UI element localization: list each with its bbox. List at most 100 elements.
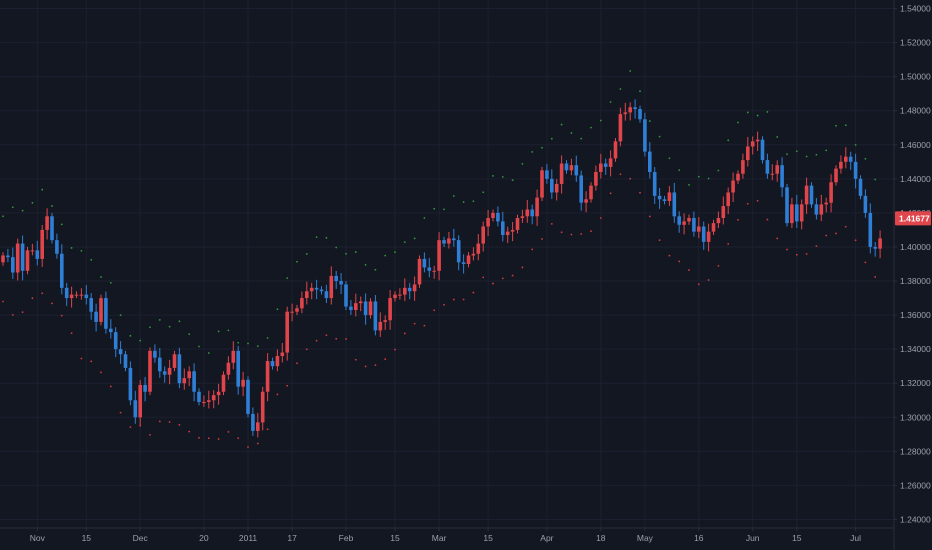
candle[interactable] — [785, 183, 789, 227]
candle[interactable] — [853, 153, 858, 189]
candle[interactable] — [515, 214, 520, 234]
candle[interactable] — [736, 170, 740, 184]
candle[interactable] — [809, 182, 814, 208]
candle[interactable] — [403, 278, 407, 302]
candle[interactable] — [417, 255, 422, 288]
candle[interactable] — [211, 390, 216, 409]
candle[interactable] — [711, 219, 716, 236]
candle[interactable] — [834, 165, 838, 186]
candle[interactable] — [158, 348, 162, 378]
candle[interactable] — [334, 270, 338, 290]
candle[interactable] — [89, 293, 93, 320]
candle[interactable] — [6, 249, 10, 263]
candle[interactable] — [270, 357, 275, 370]
candle[interactable] — [177, 347, 182, 389]
candle[interactable] — [863, 189, 868, 218]
candle[interactable] — [373, 294, 378, 336]
candle[interactable] — [422, 252, 427, 273]
candle[interactable] — [844, 147, 848, 169]
candle[interactable] — [187, 366, 191, 387]
candle[interactable] — [314, 279, 319, 300]
candle[interactable] — [133, 390, 138, 424]
candle[interactable] — [109, 319, 113, 339]
candle[interactable] — [858, 175, 863, 200]
candle[interactable] — [192, 363, 196, 402]
candle[interactable] — [770, 164, 775, 181]
candle[interactable] — [476, 234, 481, 261]
candle[interactable] — [755, 131, 760, 151]
candle[interactable] — [128, 361, 133, 406]
candle[interactable] — [143, 376, 147, 402]
candle[interactable] — [795, 194, 799, 228]
candle[interactable] — [775, 160, 779, 182]
candle[interactable] — [94, 303, 98, 332]
candle[interactable] — [260, 386, 265, 431]
candle[interactable] — [349, 300, 353, 315]
candle[interactable] — [339, 273, 343, 294]
candle[interactable] — [505, 226, 510, 244]
candle[interactable] — [564, 160, 569, 174]
candle[interactable] — [172, 350, 177, 372]
candle[interactable] — [319, 286, 324, 295]
candle[interactable] — [11, 247, 15, 279]
candle[interactable] — [608, 150, 613, 177]
candle[interactable] — [84, 285, 89, 305]
candle[interactable] — [648, 142, 652, 179]
candle[interactable] — [799, 199, 804, 230]
candle[interactable] — [603, 158, 608, 175]
candle[interactable] — [251, 407, 255, 436]
candle[interactable] — [471, 247, 476, 261]
candle[interactable] — [118, 341, 123, 364]
candles[interactable] — [1, 99, 882, 438]
candle[interactable] — [123, 350, 128, 372]
candle[interactable] — [780, 157, 784, 197]
candle[interactable] — [363, 293, 368, 325]
candle[interactable] — [25, 246, 30, 275]
candle[interactable] — [30, 243, 35, 256]
candle[interactable] — [692, 211, 696, 237]
candle[interactable] — [829, 174, 833, 213]
candle[interactable] — [491, 209, 495, 222]
candle[interactable] — [45, 208, 49, 240]
candle[interactable] — [309, 282, 314, 300]
candle[interactable] — [74, 291, 79, 299]
candle[interactable] — [55, 233, 59, 259]
candle[interactable] — [285, 306, 289, 361]
candle[interactable] — [226, 356, 231, 380]
candle[interactable] — [182, 368, 187, 390]
candle[interactable] — [628, 102, 632, 121]
candle[interactable] — [839, 155, 843, 174]
candle[interactable] — [452, 228, 456, 247]
candle[interactable] — [265, 353, 270, 402]
candle[interactable] — [633, 99, 637, 119]
candle[interactable] — [520, 209, 525, 223]
candle[interactable] — [599, 153, 603, 179]
candle[interactable] — [868, 203, 873, 254]
candle[interactable] — [324, 284, 329, 304]
candle[interactable] — [138, 379, 142, 426]
candle[interactable] — [79, 288, 84, 300]
candle[interactable] — [241, 371, 245, 397]
candle[interactable] — [550, 169, 554, 199]
candle[interactable] — [207, 390, 211, 409]
candle[interactable] — [447, 231, 451, 249]
candle[interactable] — [750, 136, 755, 155]
candle[interactable] — [368, 298, 373, 319]
candle[interactable] — [305, 281, 309, 305]
candle[interactable] — [378, 312, 383, 337]
candle[interactable] — [236, 345, 240, 395]
candle[interactable] — [741, 153, 745, 179]
candle[interactable] — [280, 343, 285, 363]
candle[interactable] — [701, 221, 706, 250]
candle[interactable] — [760, 136, 765, 164]
candle[interactable] — [40, 224, 44, 267]
candle[interactable] — [148, 347, 152, 396]
candle[interactable] — [672, 182, 677, 223]
candle[interactable] — [393, 291, 397, 302]
candle[interactable] — [584, 191, 588, 213]
candle[interactable] — [716, 211, 721, 229]
candle[interactable] — [540, 166, 544, 201]
candle[interactable] — [501, 211, 505, 242]
candle[interactable] — [804, 177, 809, 214]
